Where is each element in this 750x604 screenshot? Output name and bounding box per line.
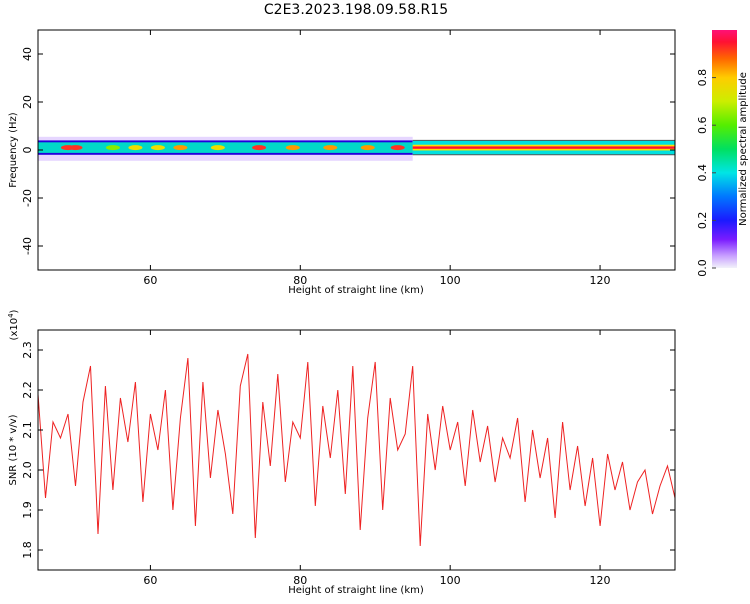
snr-y-ticks: 1.8 1.9 2.0 2.1 2.2 2.3 <box>21 341 675 559</box>
snr-x-tick-label: 60 <box>143 574 157 587</box>
colorbar: 0.0 0.2 0.4 0.6 0.8 Normalized spectral ampl… <box>696 30 749 277</box>
colorbar-tick-label: 0.4 <box>696 164 709 182</box>
spectrogram-x-tick-label: 60 <box>143 274 157 287</box>
colorbar-gradient <box>712 30 737 268</box>
heatmap-right-core <box>412 146 675 149</box>
spectrogram-x-ticks: 60 80 100 120 <box>143 30 611 287</box>
spectrogram-x-tick-label: 120 <box>590 274 611 287</box>
heatmap-hot-spot <box>390 145 405 151</box>
snr-y-tick-label: 2.3 <box>21 341 34 359</box>
spectrogram-y-tick-label: 0 <box>21 147 34 154</box>
snr-scale-prefix: (x10 <box>9 318 20 341</box>
heatmap-layer <box>38 136 675 161</box>
spectrogram-y-ticks: 40 20 0 -20 -40 <box>21 47 675 255</box>
heatmap-hot-spot <box>173 145 188 151</box>
spectrogram-panel: 60 80 100 120 40 20 0 -20 -40 Height of straigh… <box>8 29 676 296</box>
heatmap-core <box>38 142 413 153</box>
snr-y-tick-label: 2.2 <box>21 381 34 399</box>
heatmap-hot-spot <box>105 145 120 151</box>
heatmap-hot-spot <box>252 145 267 151</box>
colorbar-tick-label: 0.6 <box>696 116 709 134</box>
snr-y-tick-label: 1.9 <box>21 501 34 519</box>
spectrogram-y-axis-label: Frequency (Hz) <box>8 112 19 188</box>
heatmap-hot-spot <box>210 145 225 151</box>
spectrogram-y-tick-label: 20 <box>21 95 34 109</box>
colorbar-tick-label: 0.2 <box>696 212 709 230</box>
snr-scale-suffix: ) <box>9 309 20 313</box>
spectrogram-y-tick-label: -40 <box>21 237 34 255</box>
heatmap-hot-spot <box>68 145 83 151</box>
colorbar-tick-label: 0.8 <box>696 69 709 87</box>
snr-x-axis-label: Height of straight line (km) <box>288 585 424 596</box>
figure-title: C2E3.2023.198.09.58.R15 <box>264 2 448 18</box>
snr-y-tick-label: 2.1 <box>21 421 34 439</box>
snr-x-ticks: 60 80 100 120 <box>143 330 611 587</box>
spectrogram-y-tick-label: 40 <box>21 47 34 61</box>
heatmap-hot-spot <box>323 145 338 151</box>
spectrogram-y-tick-label: -20 <box>21 189 34 207</box>
snr-scale-exponent: 4 <box>7 313 15 318</box>
snr-x-tick-label: 80 <box>293 574 307 587</box>
snr-scale-label: (x104) <box>7 309 20 340</box>
heatmap-hot-spot <box>285 145 300 151</box>
spectrogram-x-axis-label: Height of straight line (km) <box>288 285 424 296</box>
heatmap-hot-spot <box>128 145 143 151</box>
spectrogram-x-tick-label: 100 <box>440 274 461 287</box>
snr-x-tick-label: 100 <box>440 574 461 587</box>
heatmap-hot-spot <box>150 145 165 151</box>
snr-series-line <box>37 353 676 547</box>
colorbar-label: Normalized spectral amplitude <box>738 72 749 226</box>
snr-frame <box>37 329 676 571</box>
snr-panel: 60 80 100 120 1.8 1.9 2.0 2.1 2.2 2.3 Height of … <box>7 309 676 596</box>
spectrogram-x-tick-label: 80 <box>293 274 307 287</box>
snr-x-tick-label: 120 <box>590 574 611 587</box>
snr-y-axis-label: SNR (10 * v/v) <box>8 414 19 485</box>
heatmap-hot-spot <box>360 145 375 151</box>
colorbar-tick-label: 0.0 <box>696 259 709 277</box>
snr-y-tick-label: 1.8 <box>21 541 34 559</box>
colorbar-ticks: 0.0 0.2 0.4 0.6 0.8 <box>696 69 716 277</box>
snr-y-tick-label: 2.0 <box>21 461 34 479</box>
